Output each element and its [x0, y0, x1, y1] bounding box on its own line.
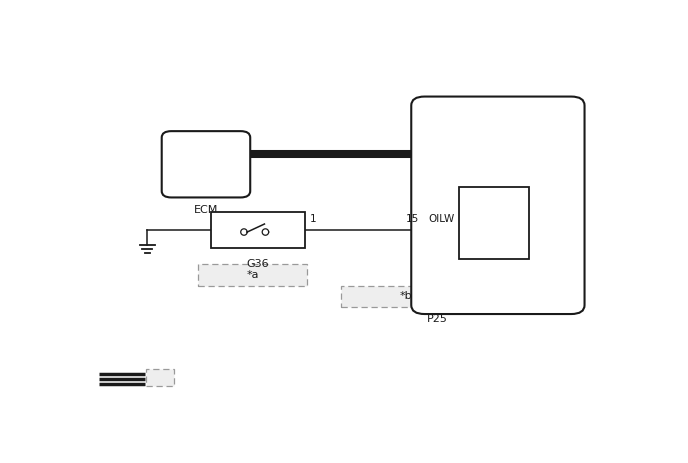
Bar	[211, 213, 305, 248]
FancyBboxPatch shape	[162, 131, 250, 197]
Text: OILW: OILW	[429, 214, 455, 224]
Text: P25: P25	[427, 314, 448, 324]
Text: *b: *b	[400, 291, 413, 301]
Text: c: c	[158, 373, 163, 382]
Bar	[460, 188, 528, 259]
Text: *a: *a	[246, 270, 259, 280]
FancyBboxPatch shape	[411, 97, 585, 314]
Bar	[341, 286, 471, 307]
Text: ECM: ECM	[194, 205, 218, 215]
Bar	[147, 369, 174, 387]
Bar	[198, 264, 308, 286]
Text: 1: 1	[310, 214, 316, 224]
Text: I/F: I/F	[486, 217, 502, 230]
Text: G36: G36	[246, 259, 269, 269]
Text: 15: 15	[406, 214, 419, 224]
